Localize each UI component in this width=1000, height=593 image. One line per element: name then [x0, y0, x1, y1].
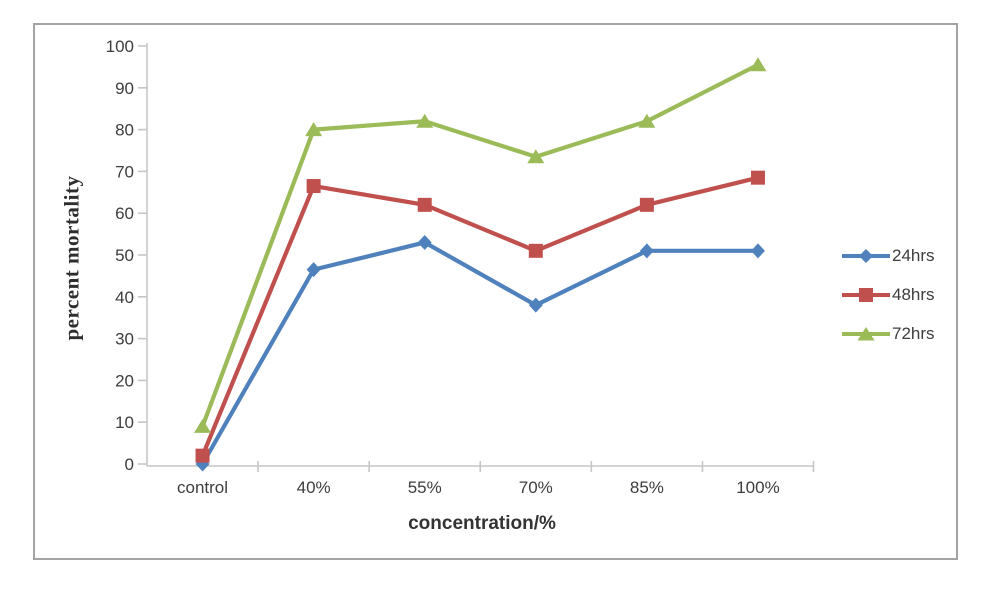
series-72hrs-marker	[638, 113, 656, 128]
legend-entry-24hrs: 24hrs	[841, 236, 935, 275]
series-48hrs-marker	[528, 243, 543, 258]
y-tick-label: 90	[115, 79, 134, 98]
x-category-label: 85%	[630, 478, 664, 497]
series-24hrs-marker	[750, 243, 765, 259]
legend-entry-48hrs: 48hrs	[841, 275, 935, 314]
legend-diamond-marker-icon	[842, 248, 890, 263]
series-72hrs-line	[200, 62, 761, 429]
series-24hrs-marker	[528, 297, 543, 313]
y-tick-label: 100	[106, 37, 134, 56]
x-category-label: 55%	[408, 478, 442, 497]
x-category-label: 100%	[736, 478, 779, 497]
series-24hrs-marker	[306, 262, 321, 278]
series-48hrs-marker	[306, 179, 321, 194]
y-tick-label: 0	[125, 455, 134, 474]
legend-square-marker-icon	[842, 287, 890, 302]
series-48hrs-line	[200, 175, 761, 458]
y-tick-label: 60	[115, 204, 134, 223]
figure-border-frame	[33, 23, 958, 560]
series-48hrs-marker	[417, 197, 432, 212]
series-24hrs-marker	[639, 243, 654, 259]
series-72hrs-marker	[527, 149, 545, 164]
y-tick-label: 10	[115, 413, 134, 432]
x-category-label: 70%	[519, 478, 553, 497]
legend-triangle-marker-icon	[842, 326, 890, 340]
y-tick-label: 20	[115, 371, 134, 390]
series-48hrs-marker	[639, 197, 654, 212]
y-tick-label: 30	[115, 330, 134, 349]
legend: 24hrs 48hrs 72hrs	[841, 236, 935, 353]
legend-label-24hrs: 24hrs	[892, 245, 935, 265]
y-tick-label: 80	[115, 121, 134, 140]
series-72hrs-marker	[194, 418, 212, 433]
series-48hrs-marker	[750, 170, 765, 185]
y-tick-label: 50	[115, 246, 134, 265]
series-72hrs-marker	[305, 122, 323, 137]
x-axis-title: concentration/%	[408, 513, 556, 534]
x-category-label: 40%	[297, 478, 331, 497]
series-24hrs-line	[200, 240, 761, 467]
series-72hrs-marker	[416, 113, 434, 128]
legend-label-72hrs: 72hrs	[892, 323, 935, 343]
series-24hrs-marker	[417, 234, 432, 250]
y-tick-label: 40	[115, 288, 134, 307]
series-48hrs-marker	[195, 448, 210, 463]
series-72hrs-marker	[749, 57, 767, 72]
legend-entry-72hrs: 72hrs	[841, 314, 935, 353]
x-category-label: control	[177, 478, 228, 497]
y-tick-label: 70	[115, 162, 134, 181]
y-axis-title: percent mortality	[59, 175, 84, 341]
legend-label-48hrs: 48hrs	[892, 284, 935, 304]
